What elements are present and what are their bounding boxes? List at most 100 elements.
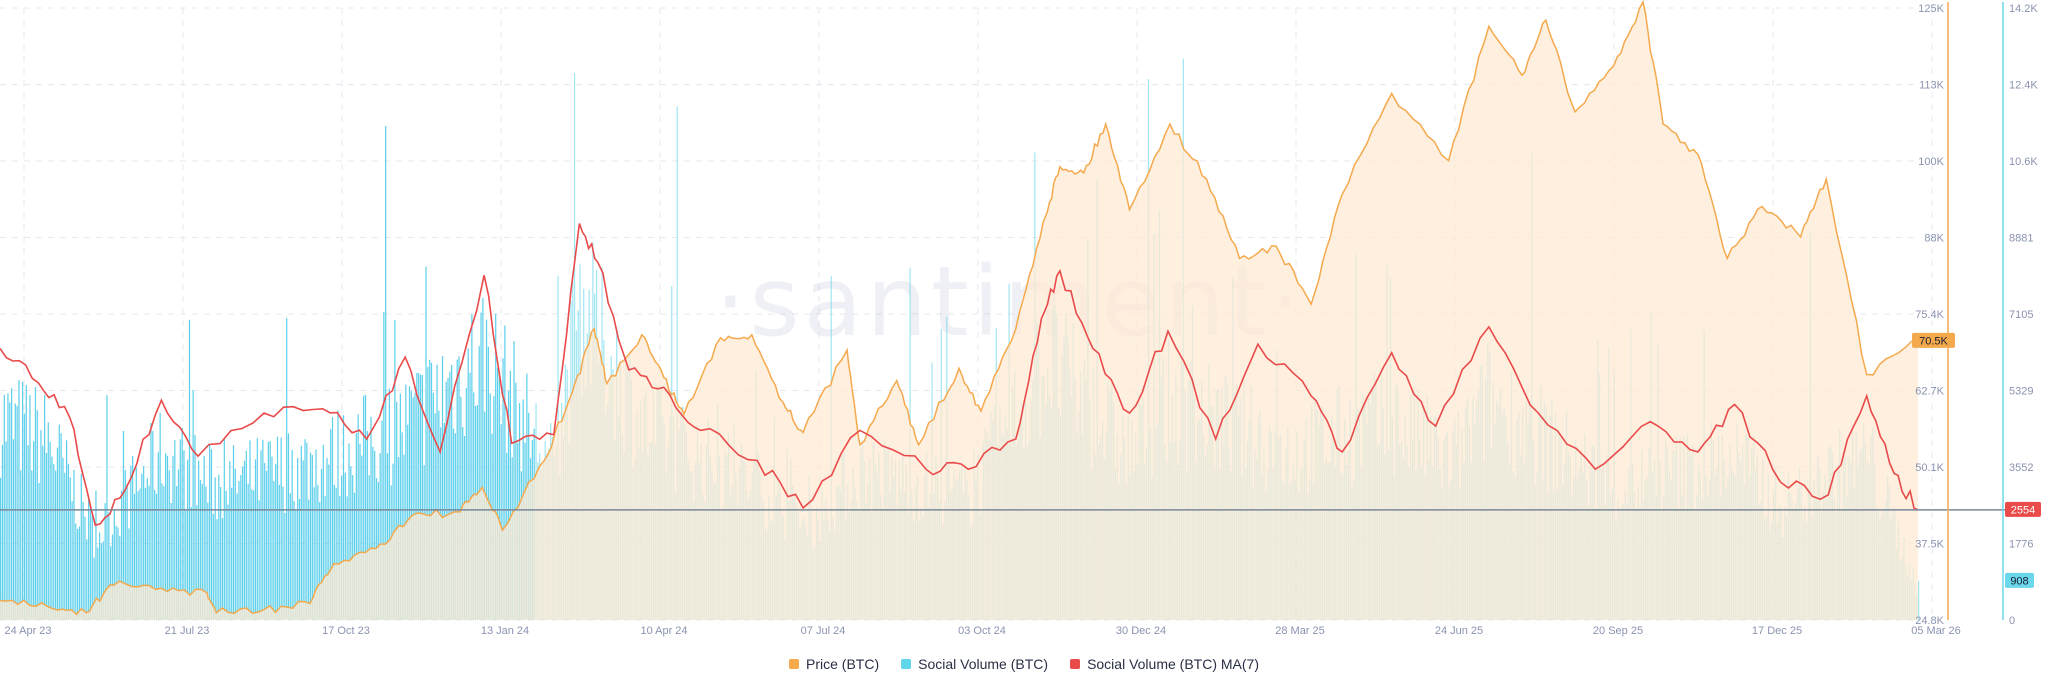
social-volume-bar — [106, 395, 108, 620]
social-volume-bar — [69, 477, 71, 620]
social-volume-bar — [121, 490, 123, 620]
social-volume-bar — [209, 443, 211, 620]
legend-label-social-volume-ma7: Social Volume (BTC) MA(7) — [1087, 656, 1259, 672]
social-volume-bar — [229, 461, 231, 620]
social-volume-bar — [49, 441, 51, 620]
social-volume-bar — [447, 377, 449, 620]
social-volume-bar — [194, 435, 196, 620]
legend-swatch-social-volume — [901, 659, 912, 669]
social-volume-bar — [317, 485, 319, 620]
social-volume-bar — [31, 470, 33, 620]
legend-item-social-volume[interactable]: Social Volume (BTC) — [901, 656, 1048, 672]
social-volume-bar — [258, 500, 260, 620]
social-volume-bar — [278, 484, 280, 620]
social-volume-bar — [150, 422, 152, 620]
social-volume-bar — [115, 525, 117, 620]
social-volume-bar — [91, 515, 93, 620]
social-volume-bar — [383, 311, 385, 620]
ma7-current-badge-bg — [2005, 501, 2041, 517]
social-volume-bar — [412, 397, 414, 620]
price-area-fill — [0, 1, 1918, 620]
social-volume-bar — [122, 431, 125, 620]
social-volume-bar — [44, 394, 46, 620]
social-volume-bar — [0, 477, 2, 620]
social-volume-bar — [172, 455, 174, 620]
social-volume-bar — [245, 450, 247, 620]
social-volume-bar — [124, 470, 126, 620]
social-volume-bar — [100, 543, 103, 620]
social-volume-bar — [478, 346, 480, 620]
social-volume-bar — [77, 528, 79, 620]
social-volume-bar — [265, 470, 268, 620]
social-volume-bar — [135, 467, 137, 620]
social-volume-bar — [399, 393, 401, 620]
chart-legend: Price (BTC) Social Volume (BTC) Social V… — [0, 656, 2048, 672]
social-volume-bar — [295, 509, 297, 620]
social-volume-bar — [253, 490, 255, 620]
social-volume-bar — [104, 503, 106, 620]
social-volume-bar — [370, 416, 372, 620]
social-volume-bar — [487, 346, 489, 620]
social-volume-bar — [363, 395, 365, 620]
social-volume-bar — [73, 469, 75, 620]
social-volume-bar — [111, 534, 114, 620]
legend-swatch-social-volume-ma7 — [1070, 659, 1081, 669]
social-volume-bar — [482, 297, 484, 620]
social-volume-bar — [289, 493, 291, 620]
social-volume-bar — [366, 431, 368, 620]
social-volume-bar — [337, 410, 339, 620]
legend-swatch-price — [789, 659, 799, 669]
social-volume-bar — [33, 441, 35, 620]
social-volume-bar — [335, 487, 337, 620]
social-volume-bar — [429, 359, 431, 620]
social-volume-bar — [319, 501, 321, 620]
social-volume-bar — [161, 483, 163, 620]
social-volume-bar — [97, 547, 99, 620]
x-axis-tick-label: 21 Jul 23 — [165, 625, 210, 637]
social-volume-bar — [273, 481, 275, 620]
volume-current-badge: 908 — [2010, 575, 2028, 587]
social-volume-bar — [110, 546, 112, 620]
x-axis-tick-label: 07 Jul 24 — [801, 625, 846, 637]
social-volume-bar — [509, 370, 511, 620]
social-volume-bar — [260, 450, 262, 620]
social-volume-bar — [264, 462, 266, 620]
social-volume-bar — [166, 455, 169, 620]
x-axis-tick-label: 24 Jun 25 — [1435, 625, 1483, 637]
social-volume-bar — [185, 509, 187, 620]
social-volume-bar — [80, 474, 82, 620]
social-volume-bar — [324, 495, 326, 620]
social-volume-bar — [89, 504, 92, 620]
social-volume-bar — [271, 456, 273, 620]
social-volume-bar — [293, 501, 295, 620]
social-volume-bar — [502, 358, 504, 620]
social-volume-bar — [573, 72, 576, 621]
social-volume-bar — [221, 518, 224, 620]
social-volume-bar — [159, 412, 161, 620]
price-axis-tick-label: 50.1K — [1915, 462, 1944, 474]
social-volume-bar — [498, 372, 500, 620]
social-volume-bar — [368, 475, 370, 620]
social-volume-bar — [357, 414, 359, 620]
social-volume-bar — [322, 444, 324, 620]
social-volume-bar — [95, 490, 97, 620]
social-volume-bar — [381, 420, 383, 620]
social-volume-bar — [330, 429, 332, 620]
legend-item-social-volume-ma7[interactable]: Social Volume (BTC) MA(7) — [1070, 656, 1259, 672]
volume-axis-tick-label: 8881 — [2009, 233, 2033, 245]
social-volume-bar — [432, 392, 434, 620]
social-volume-bar — [341, 475, 343, 620]
social-volume-bar — [313, 487, 315, 620]
social-volume-bar — [132, 455, 134, 620]
social-volume-bar — [421, 374, 423, 620]
social-volume-bar — [256, 438, 258, 620]
ma7-current-badge: 2554 — [2011, 504, 2035, 516]
social-volume-bar — [183, 450, 185, 620]
social-volume-bar — [234, 468, 236, 620]
social-volume-bar — [45, 453, 48, 620]
social-volume-bar — [64, 472, 66, 620]
x-axis-tick-label: 17 Oct 23 — [322, 625, 370, 637]
legend-item-price[interactable]: Price (BTC) — [789, 656, 879, 672]
